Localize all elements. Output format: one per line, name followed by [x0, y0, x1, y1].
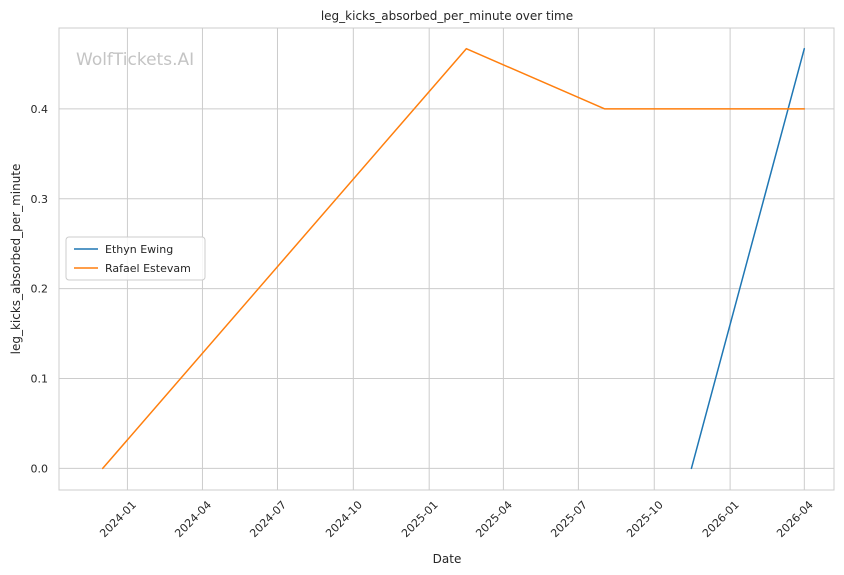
- x-tick-label: 2025-07: [548, 498, 590, 540]
- series-lines: [101, 47, 806, 470]
- y-tick-label: 0.0: [31, 462, 49, 475]
- legend: Ethyn Ewing Rafael Estevam: [65, 236, 206, 281]
- y-tick-label: 0.3: [31, 193, 49, 206]
- legend-box: [65, 236, 206, 281]
- x-tick-label: 2024-10: [323, 498, 365, 540]
- legend-label-rafael-estevam: Rafael Estevam: [105, 262, 191, 275]
- x-tick-label: 2025-04: [473, 498, 515, 540]
- y-axis-label: leg_kicks_absorbed_per_minute: [9, 164, 23, 355]
- watermark: WolfTickets.AI: [76, 50, 194, 70]
- series-line-ethyn-ewing: [690, 47, 806, 470]
- grid: [59, 28, 834, 490]
- x-tick-label: 2026-04: [774, 498, 816, 540]
- x-tick-label: 2026-01: [700, 498, 742, 540]
- x-tick-label: 2024-04: [172, 498, 214, 540]
- y-tick-label: 0.1: [31, 373, 49, 386]
- chart-title: leg_kicks_absorbed_per_minute over time: [321, 9, 573, 23]
- y-tick-label: 0.2: [31, 283, 49, 296]
- x-tick-label: 2024-01: [97, 498, 139, 540]
- legend-label-ethyn-ewing: Ethyn Ewing: [105, 243, 173, 256]
- x-tick-label: 2025-10: [624, 498, 666, 540]
- series-line-rafael-estevam: [101, 47, 806, 470]
- x-tick-label: 2024-07: [247, 498, 289, 540]
- x-axis-label: Date: [433, 552, 462, 566]
- x-tick-label: 2025-01: [399, 498, 441, 540]
- y-tick-label: 0.4: [31, 103, 49, 116]
